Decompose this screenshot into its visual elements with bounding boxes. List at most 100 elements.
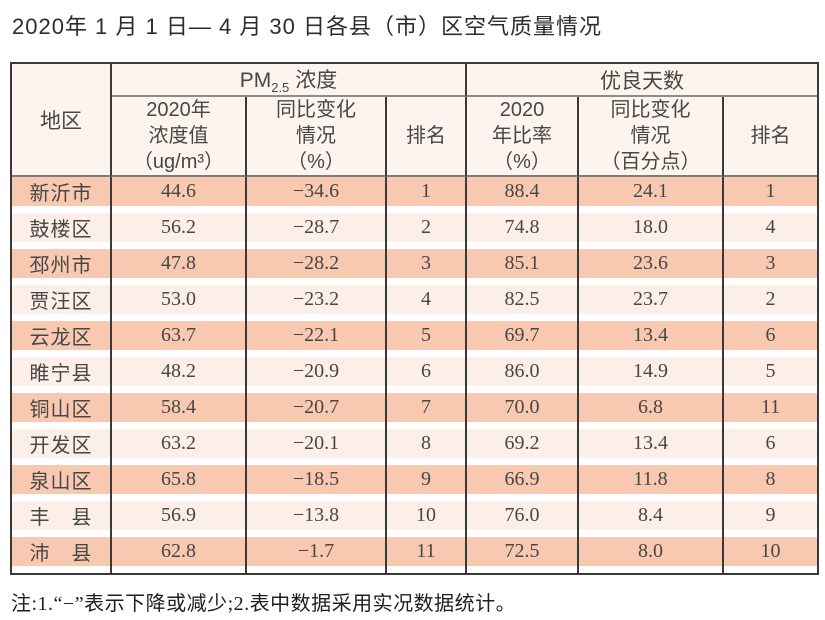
- column-header-region: 地区: [12, 64, 112, 178]
- column-header-pm-rank: 排名: [387, 97, 468, 178]
- cell-pm-rank: 11: [387, 537, 468, 574]
- cell-region: 鼓楼区: [12, 213, 112, 250]
- cell-good-change: 23.7: [579, 285, 725, 322]
- pm-label-rest: 浓度: [295, 69, 338, 92]
- cell-good-change: 23.6: [579, 249, 725, 286]
- group-header-pm25: PM2.5 浓度: [112, 64, 468, 98]
- table-row: 云龙区 63.7 −22.1 5 69.7 13.4 6: [12, 321, 818, 358]
- cell-good-change: 13.4: [579, 321, 725, 358]
- cell-good-change: 24.1: [579, 177, 725, 214]
- cell-good-rate: 82.5: [467, 285, 580, 322]
- footnote: 注:1.“−”表示下降或减少;2.表中数据采用实况数据统计。: [11, 593, 517, 615]
- cell-good-rate: 74.8: [467, 213, 580, 250]
- cell-good-rate: 66.9: [467, 465, 580, 502]
- cell-pm-change: −20.7: [247, 393, 387, 430]
- cell-good-rank: 9: [724, 501, 818, 538]
- page-title: 2020年 1 月 1 日— 4 月 30 日各县（市）区空气质量情况: [12, 14, 603, 39]
- column-header-good-rate: 2020 年比率 （%）: [467, 97, 580, 178]
- cell-good-change: 8.0: [579, 537, 725, 574]
- cell-good-rate: 88.4: [467, 177, 580, 214]
- cell-pm-rank: 2: [387, 213, 468, 250]
- cell-good-change: 14.9: [579, 357, 725, 394]
- cell-pm-value: 47.8: [112, 249, 247, 286]
- cell-good-change: 11.8: [579, 465, 725, 502]
- cell-pm-value: 63.2: [112, 429, 247, 466]
- cell-good-rank: 5: [724, 357, 818, 394]
- cell-pm-change: −13.8: [247, 501, 387, 538]
- cell-pm-rank: 10: [387, 501, 468, 538]
- cell-good-change: 18.0: [579, 213, 725, 250]
- table-row: 丰 县 56.9 −13.8 10 76.0 8.4 9: [12, 501, 818, 538]
- cell-region: 新沂市: [12, 177, 112, 214]
- cell-pm-change: −1.7: [247, 537, 387, 574]
- cell-region: 铜山区: [12, 393, 112, 430]
- cell-good-rate: 72.5: [467, 537, 580, 574]
- cell-good-rate: 76.0: [467, 501, 580, 538]
- cell-good-change: 8.4: [579, 501, 725, 538]
- cell-pm-change: −34.6: [247, 177, 387, 214]
- cell-good-rate: 70.0: [467, 393, 580, 430]
- cell-good-rank: 6: [724, 429, 818, 466]
- cell-pm-rank: 8: [387, 429, 468, 466]
- cell-pm-value: 53.0: [112, 285, 247, 322]
- cell-good-rank: 10: [724, 537, 818, 574]
- cell-region: 云龙区: [12, 321, 112, 358]
- cell-region: 丰 县: [12, 501, 112, 538]
- cell-pm-rank: 3: [387, 249, 468, 286]
- group-header-good-days: 优良天数: [467, 64, 818, 98]
- cell-good-rate: 85.1: [467, 249, 580, 286]
- table-body: 新沂市 44.6 −34.6 1 88.4 24.1 1 鼓楼区 56.2 −2…: [12, 177, 818, 574]
- cell-pm-value: 48.2: [112, 357, 247, 394]
- cell-pm-change: −20.1: [247, 429, 387, 466]
- table-row: 鼓楼区 56.2 −28.7 2 74.8 18.0 4: [12, 213, 818, 250]
- column-header-good-change: 同比变化 情况 （百分点）: [579, 97, 725, 178]
- cell-good-change: 13.4: [579, 429, 725, 466]
- table-row: 沛 县 62.8 −1.7 11 72.5 8.0 10: [12, 537, 818, 574]
- cell-good-rate: 69.7: [467, 321, 580, 358]
- table-row: 睢宁县 48.2 −20.9 6 86.0 14.9 5: [12, 357, 818, 394]
- cell-pm-value: 56.2: [112, 213, 247, 250]
- cell-good-rank: 1: [724, 177, 818, 214]
- cell-good-change: 6.8: [579, 393, 725, 430]
- cell-pm-value: 56.9: [112, 501, 247, 538]
- cell-pm-change: −18.5: [247, 465, 387, 502]
- cell-good-rank: 4: [724, 213, 818, 250]
- table-row: 开发区 63.2 −20.1 8 69.2 13.4 6: [12, 429, 818, 466]
- cell-region: 贾汪区: [12, 285, 112, 322]
- cell-region: 开发区: [12, 429, 112, 466]
- cell-good-rank: 2: [724, 285, 818, 322]
- cell-pm-value: 65.8: [112, 465, 247, 502]
- pm-subscript: 2.5: [271, 80, 290, 96]
- column-header-pm-value: 2020年 浓度值 （ug/m³）: [112, 97, 247, 178]
- cell-region: 泉山区: [12, 465, 112, 502]
- table-header: 地区 PM2.5 浓度 优良天数 2020年 浓度值 （ug/m³） 同比变化 情…: [12, 64, 818, 178]
- group-header-row: 地区 PM2.5 浓度 优良天数: [12, 64, 818, 178]
- cell-good-rank: 3: [724, 249, 818, 286]
- cell-good-rate: 69.2: [467, 429, 580, 466]
- pm-label: PM: [239, 69, 272, 92]
- cell-good-rank: 8: [724, 465, 818, 502]
- column-header-pm-change: 同比变化 情况 （%）: [247, 97, 387, 178]
- cell-pm-change: −28.7: [247, 213, 387, 250]
- table-row: 邳州市 47.8 −28.2 3 85.1 23.6 3: [12, 249, 818, 286]
- cell-pm-change: −28.2: [247, 249, 387, 286]
- cell-good-rank: 6: [724, 321, 818, 358]
- cell-pm-rank: 7: [387, 393, 468, 430]
- cell-pm-value: 62.8: [112, 537, 247, 574]
- cell-pm-rank: 4: [387, 285, 468, 322]
- cell-pm-rank: 6: [387, 357, 468, 394]
- cell-pm-change: −22.1: [247, 321, 387, 358]
- cell-pm-rank: 5: [387, 321, 468, 358]
- cell-good-rank: 11: [724, 393, 818, 430]
- cell-pm-rank: 9: [387, 465, 468, 502]
- cell-pm-change: −23.2: [247, 285, 387, 322]
- cell-region: 睢宁县: [12, 357, 112, 394]
- table-row: 泉山区 65.8 −18.5 9 66.9 11.8 8: [12, 465, 818, 502]
- air-quality-table: 地区 PM2.5 浓度 优良天数 2020年 浓度值 （ug/m³） 同比变化 情…: [10, 62, 820, 576]
- table-row: 新沂市 44.6 −34.6 1 88.4 24.1 1: [12, 177, 818, 214]
- table-row: 铜山区 58.4 −20.7 7 70.0 6.8 11: [12, 393, 818, 430]
- cell-region: 沛 县: [12, 537, 112, 574]
- column-header-good-rank: 排名: [724, 97, 818, 178]
- cell-pm-rank: 1: [387, 177, 468, 214]
- cell-pm-change: −20.9: [247, 357, 387, 394]
